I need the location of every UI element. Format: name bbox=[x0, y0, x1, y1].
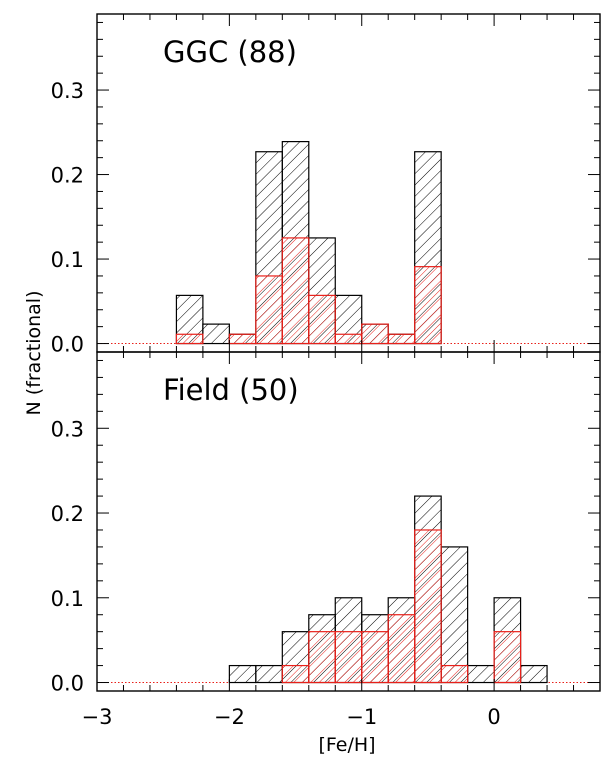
subset-bar-0-7 bbox=[387, 333, 416, 345]
y-axis-label: N (fractional) bbox=[23, 291, 45, 416]
subset-bar-0-3 bbox=[281, 237, 310, 345]
subset-bar-1-1 bbox=[308, 631, 336, 684]
panel-title: GGC (88) bbox=[163, 35, 297, 69]
subset-bar-0-1 bbox=[228, 333, 257, 345]
subset-bar-0-4 bbox=[308, 294, 336, 345]
ggc-panel: 0.0 0.1 0.2 0.3 GGC (88) bbox=[51, 13, 601, 357]
y-tick-label: 0.3 bbox=[51, 79, 84, 103]
subset-bar-1-0 bbox=[281, 664, 310, 684]
y-tick-label: 0.2 bbox=[51, 164, 84, 188]
subset-bar-1-4 bbox=[387, 614, 416, 684]
y-tick-label: 0.1 bbox=[51, 248, 84, 272]
x-tick-label: 0 bbox=[487, 705, 500, 729]
subset-bar-1-8 bbox=[493, 631, 522, 684]
subset-bar-1-5 bbox=[414, 529, 442, 684]
total-bar-1-0 bbox=[228, 664, 257, 684]
subset-bar-1-6 bbox=[440, 664, 469, 684]
subset-bar-0-6 bbox=[361, 323, 389, 345]
subset-bar-1-2 bbox=[334, 631, 363, 684]
y-tick-label: 0.2 bbox=[51, 502, 84, 526]
total-bar-1-11 bbox=[519, 664, 548, 684]
total-bar-1-9 bbox=[467, 664, 495, 684]
y-tick-label: 0.1 bbox=[51, 587, 84, 611]
x-tick-label: −2 bbox=[214, 705, 245, 729]
subset-bar-1-3 bbox=[361, 631, 389, 684]
field-panel: 0.0 0.1 0.2 0.3 Field (50) −3 −2 −1 0 bbox=[51, 351, 601, 729]
total-bar-1-1 bbox=[255, 664, 283, 684]
x-axis-label: [Fe/H] bbox=[318, 734, 375, 756]
subset-bar-0-8 bbox=[414, 266, 442, 345]
y-tick-label: 0.3 bbox=[51, 417, 84, 441]
total-bar-1-8 bbox=[440, 546, 469, 684]
plot-frame bbox=[96, 351, 601, 692]
x-tick-label: −3 bbox=[82, 705, 113, 729]
total-bar-0-1 bbox=[202, 323, 230, 345]
subset-bar-0-0 bbox=[175, 333, 204, 345]
subset-bar-0-2 bbox=[255, 275, 283, 345]
y-tick-label: 0.0 bbox=[51, 333, 84, 357]
y-tick-label: 0.0 bbox=[51, 672, 84, 696]
panel-title: Field (50) bbox=[163, 373, 299, 407]
x-tick-label: −1 bbox=[346, 705, 377, 729]
subset-bar-0-5 bbox=[334, 333, 363, 345]
